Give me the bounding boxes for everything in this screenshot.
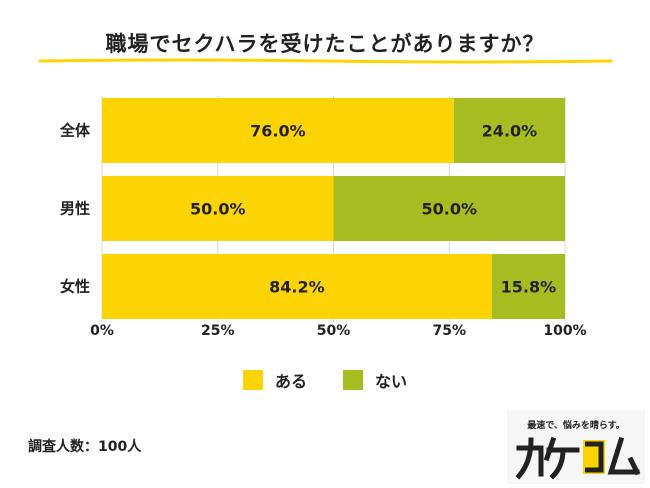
- legend-item-aru: ある: [242, 368, 307, 392]
- legend-swatch-nai: [343, 370, 363, 390]
- data-label: 24.0%: [482, 122, 538, 141]
- bar-segment-aru: [102, 254, 492, 319]
- data-label: 50.0%: [190, 200, 246, 219]
- bar-segment-nai: [491, 254, 565, 319]
- bar-segment-aru: [102, 176, 334, 241]
- legend-swatch-aru: [242, 370, 263, 390]
- data-label: 76.0%: [250, 122, 306, 141]
- logo-tagline: 最速で、悩みを晴らす。: [527, 421, 625, 431]
- data-label: 84.2%: [269, 278, 325, 297]
- legend-item-nai: ない: [343, 368, 407, 392]
- chart-title: 職場でセクハラを受けたことがありますか？: [105, 32, 545, 56]
- x-tick-label: 100%: [543, 323, 586, 339]
- x-tick-label: 0%: [90, 323, 114, 339]
- brand-logo: 最速で、悩みを晴らす。: [507, 410, 645, 484]
- data-label: 50.0%: [421, 200, 477, 219]
- x-tick-label: 50%: [317, 323, 351, 339]
- bar-segment-nai: [333, 176, 565, 241]
- stacked-bar-chart: 0% 25% 50% 75% 100% 全体 76.0% 24.0% 男性 50.0% 50.0% 女…: [59, 96, 587, 339]
- category-label: 全体: [59, 122, 91, 140]
- legend: ある ない: [0, 368, 650, 392]
- x-tick-label: 75%: [432, 323, 466, 339]
- survey-size-note: 調査人数：100人: [28, 439, 142, 455]
- x-tick-label: 25%: [201, 323, 235, 339]
- bar-segment-nai: [453, 98, 565, 163]
- category-label: 男性: [60, 200, 90, 218]
- legend-label-nai: ない: [375, 372, 408, 391]
- category-label: 女性: [60, 278, 90, 296]
- logo-wordmark-kakecomu: [515, 436, 641, 480]
- data-label: 15.8%: [501, 278, 557, 297]
- bar-segment-aru: [102, 98, 454, 163]
- legend-label-aru: ある: [274, 372, 307, 391]
- title-underline: [38, 58, 613, 64]
